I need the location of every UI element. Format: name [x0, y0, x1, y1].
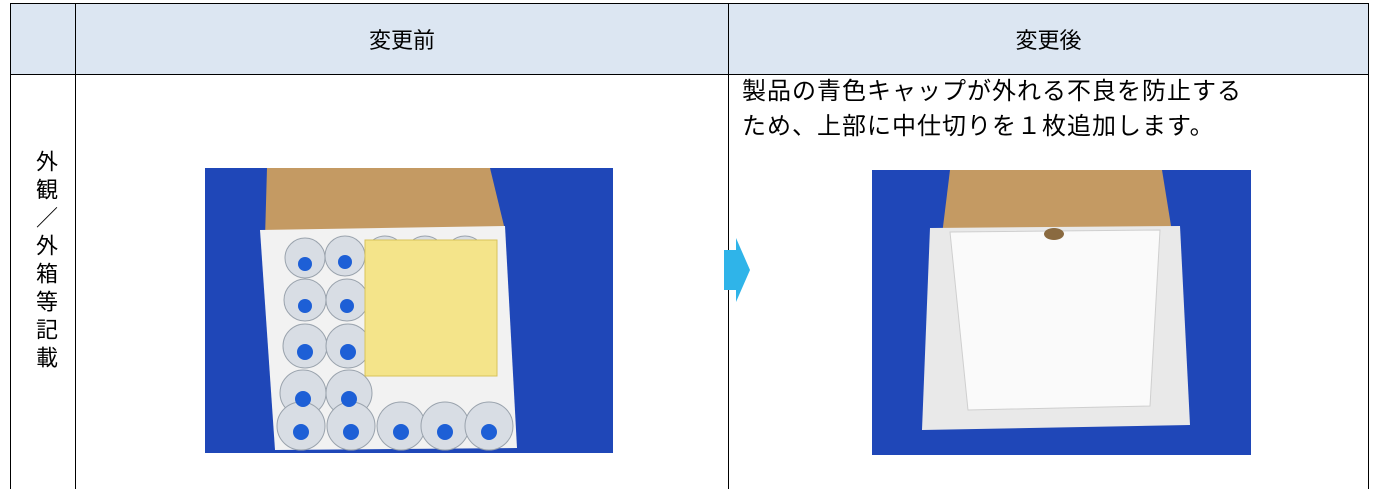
arrow	[724, 238, 750, 302]
divider	[949, 229, 1161, 411]
labels-sheet	[364, 239, 498, 377]
row-label-cell	[10, 74, 76, 489]
divider-notch	[1044, 228, 1064, 240]
header-before: 変更前	[75, 3, 729, 75]
row-label: 外観／外箱等記載	[32, 150, 57, 374]
header-corner	[10, 3, 76, 75]
header-text: 変更前	[368, 29, 435, 54]
note-line: 製品の青色キャップが外れる不良を防止する	[742, 77, 1242, 105]
header-text: 変更後	[1015, 29, 1082, 54]
after-note: 製品の青色キャップが外れる不良を防止する ため、上部に中仕切りを１枚追加します。	[742, 74, 1242, 144]
photo-after	[872, 170, 1251, 455]
arrow-shape	[724, 238, 750, 302]
photo-before	[205, 168, 613, 453]
after-cell	[728, 74, 1369, 489]
box-lid	[942, 170, 1172, 235]
note-line: ため、上部に中仕切りを１枚追加します。	[742, 112, 1215, 140]
header-after: 変更後	[728, 3, 1369, 75]
box-lid	[265, 168, 505, 238]
